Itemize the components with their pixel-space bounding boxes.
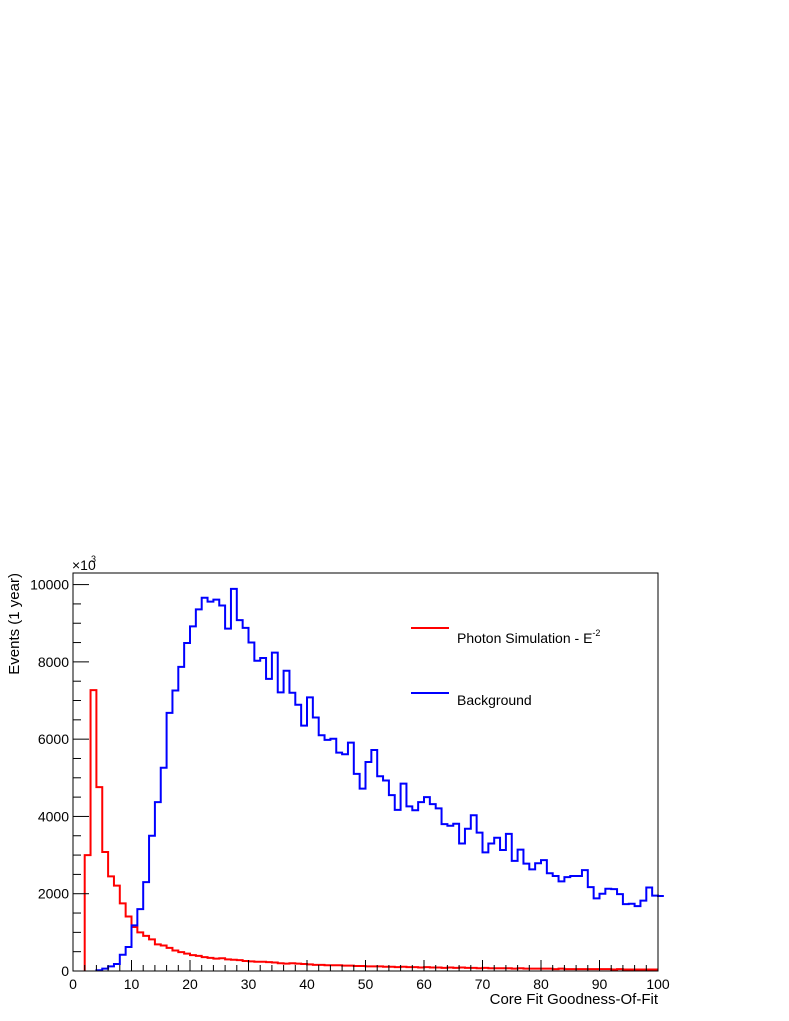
y-tick-label: 8000 (38, 654, 69, 670)
y-multiplier-base: ×10 (72, 557, 96, 573)
axis-layer: 0 10 20 30 40 50 60 70 80 90 100 0 2000 4000 6000 8000 1… (30, 577, 670, 992)
series-line-1 (95, 587, 664, 972)
x-tick-label: 10 (124, 976, 140, 992)
x-tick-label: 30 (241, 976, 257, 992)
legend: Photon Simulation - E-2 Background (411, 627, 600, 708)
y-tick-label: 2000 (38, 886, 69, 902)
y-multiplier: ×10 3 (72, 554, 96, 573)
y-tick-label: 4000 (38, 808, 69, 824)
y-multiplier-exponent: 3 (91, 554, 96, 564)
x-tick-label: 40 (299, 976, 315, 992)
y-tick-label: 6000 (38, 731, 69, 747)
x-tick-label: 0 (69, 976, 77, 992)
legend-label-photon-superscript: -2 (592, 628, 600, 638)
x-tick-label: 50 (358, 976, 374, 992)
y-tick-label: 10000 (30, 577, 69, 593)
x-axis-label: Core Fit Goodness-Of-Fit (490, 991, 659, 1008)
series-layer (83, 587, 664, 972)
x-tick-label: 80 (533, 976, 549, 992)
x-tick-label: 70 (475, 976, 491, 992)
y-tick-label: 0 (61, 963, 69, 979)
y-axis-label: Events (1 year) (6, 573, 23, 675)
series-line-0 (83, 689, 658, 971)
x-tick-label: 20 (182, 976, 198, 992)
x-tick-label: 90 (592, 976, 608, 992)
legend-label-background: Background (457, 692, 532, 708)
legend-label-photon: Photon Simulation - E-2 (457, 628, 600, 646)
x-tick-label: 100 (646, 976, 670, 992)
x-tick-label: 60 (416, 976, 432, 992)
